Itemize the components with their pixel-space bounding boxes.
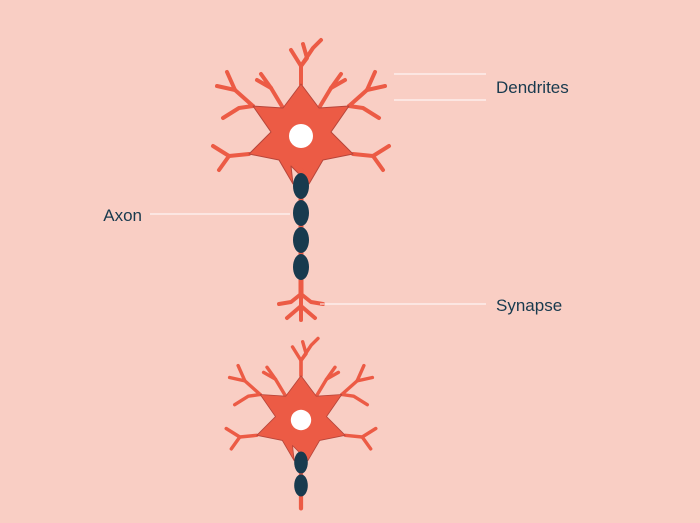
myelin-segment bbox=[294, 474, 308, 496]
label-dendrites: Dendrites bbox=[496, 78, 569, 98]
myelin-segment bbox=[293, 254, 309, 280]
myelin-segment bbox=[293, 227, 309, 253]
label-axon: Axon bbox=[82, 206, 142, 226]
myelin-segment bbox=[293, 200, 309, 226]
neuron-diagram: Dendrites Axon Synapse bbox=[0, 0, 700, 523]
nucleus bbox=[289, 124, 313, 148]
myelin-segment bbox=[294, 451, 308, 473]
label-synapse: Synapse bbox=[496, 296, 562, 316]
nucleus bbox=[291, 410, 311, 430]
myelin-segment bbox=[293, 173, 309, 199]
diagram-svg bbox=[0, 0, 700, 523]
